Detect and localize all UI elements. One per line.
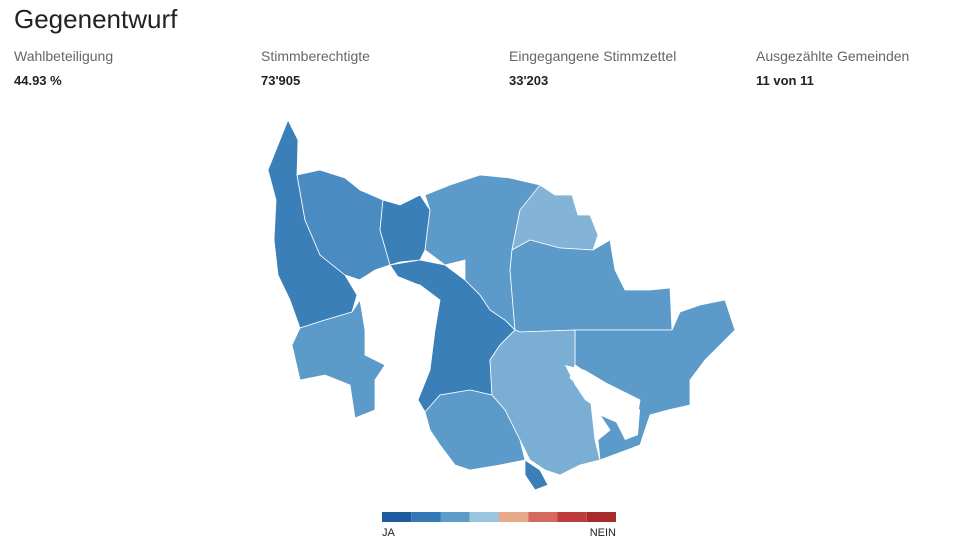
legend-swatch [382,512,412,522]
legend-swatch [440,512,470,522]
region [524,459,549,491]
legend-swatch [586,512,616,522]
stat-value: 33'203 [509,73,549,88]
stat-label: Wahlbeteiligung [14,48,114,64]
region [574,299,736,461]
legend-swatch [411,512,441,522]
region [509,239,673,333]
stat: Eingegangene Stimmzettel 33'203 [509,48,749,88]
legend: JA NEIN [382,512,616,539]
legend-min-label: JA [382,527,396,539]
stat: Ausgezählte Gemeinden 11 von 11 [756,48,963,88]
region [291,298,386,419]
title: Gegenentwurf [14,4,178,34]
legend-swatch [528,512,558,522]
legend-swatch [557,512,587,522]
stat-label: Ausgezählte Gemeinden [756,48,910,64]
lake [355,270,438,400]
region [489,329,601,476]
stat-value: 11 von 11 [756,73,814,88]
stat-value: 44.93 % [14,73,62,88]
regions [267,119,736,491]
region [379,194,431,266]
region [511,184,599,251]
legend-swatch [469,512,499,522]
stat: Wahlbeteiligung 44.93 % [14,48,254,88]
stat-label: Stimmberechtigte [261,48,370,64]
stat-value: 73'905 [261,73,301,88]
stat: Stimmberechtigte 73'905 [261,48,501,88]
legend-swatch [499,512,529,522]
legend-max-label: NEIN [590,527,616,539]
stat-label: Eingegangene Stimmzettel [509,48,677,64]
lake [565,365,640,440]
